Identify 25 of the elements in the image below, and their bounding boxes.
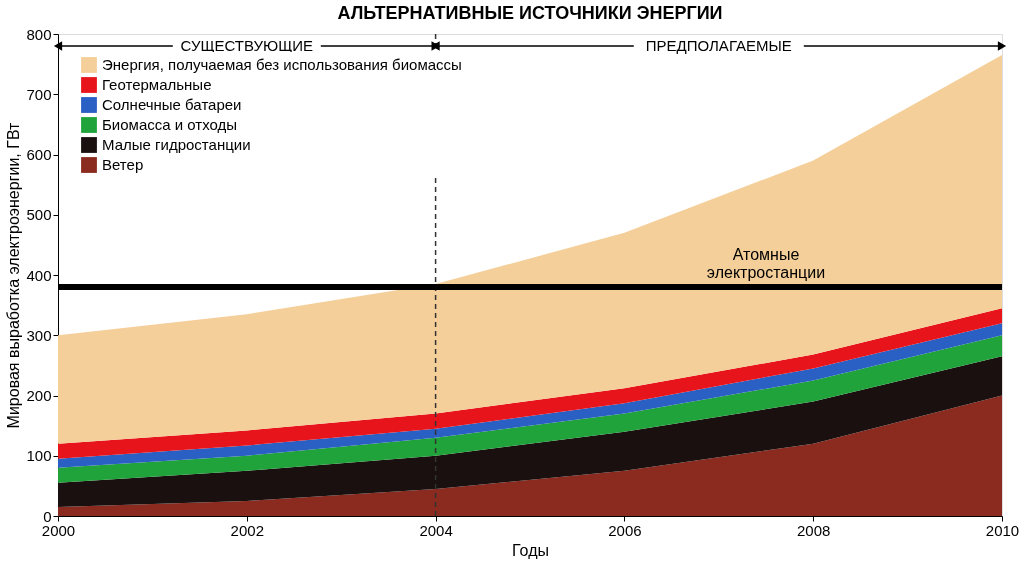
y-tick-label: 400 [26, 266, 52, 284]
x-tick-label: 2004 [419, 521, 453, 539]
x-tick-label: 2002 [230, 521, 264, 539]
legend-label: Ветер [102, 156, 144, 173]
x-tick-label: 2008 [797, 521, 831, 539]
annotation: ПРЕДПОЛАГАЕМЫЕ [645, 37, 792, 54]
y-tick-label: 100 [26, 447, 52, 465]
x-tick-label: 2006 [608, 521, 642, 539]
chart-title: АЛЬТЕРНАТИВНЫЕ ИСТОЧНИКИ ЭНЕРГИИ [337, 3, 723, 23]
legend-label: Малые гидростанции [102, 136, 251, 153]
annotation: СУЩЕСТВУЮЩИЕ [180, 37, 314, 54]
y-axis-title: Мировая выработка электроэнергии, ГВт [5, 121, 23, 429]
y-tick-label: 800 [26, 25, 52, 43]
legend-label: Геотермальные [102, 76, 212, 93]
x-tick-label: 2010 [985, 521, 1020, 539]
x-axis-title: Годы [512, 541, 549, 559]
y-tick-label: 600 [26, 146, 52, 163]
y-tick-label: 200 [26, 387, 52, 404]
y-tick-label: 300 [26, 326, 52, 344]
y-tick-label: 700 [26, 85, 52, 103]
legend-label: Солнечные батареи [102, 96, 242, 113]
legend-label: Биомасса и отходы [102, 116, 238, 133]
ref-line-label: Атомные электростанции [706, 246, 826, 282]
y-tick-label: 500 [26, 206, 52, 224]
legend-label: Энергия, получаемая без использования биомассы [102, 56, 462, 73]
